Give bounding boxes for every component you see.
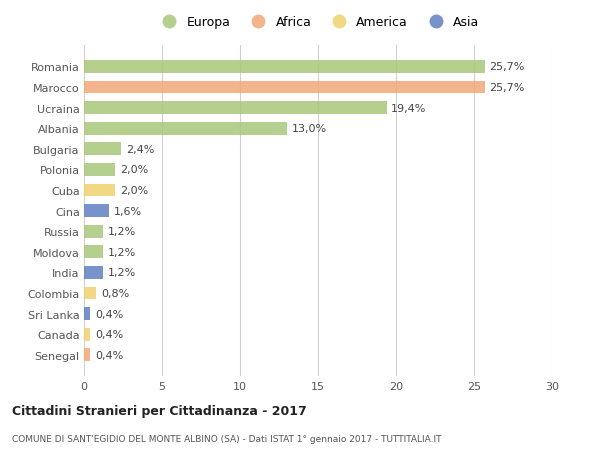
Bar — [84, 81, 485, 94]
Bar — [84, 61, 485, 73]
Legend: Europa, Africa, America, Asia: Europa, Africa, America, Asia — [153, 12, 483, 33]
Text: 13,0%: 13,0% — [292, 124, 326, 134]
Bar — [84, 266, 103, 279]
Bar — [84, 123, 287, 135]
Bar — [84, 184, 115, 197]
Bar — [84, 143, 121, 156]
Bar — [84, 102, 386, 115]
Text: 2,0%: 2,0% — [120, 185, 148, 196]
Text: COMUNE DI SANT'EGIDIO DEL MONTE ALBINO (SA) - Dati ISTAT 1° gennaio 2017 - TUTTI: COMUNE DI SANT'EGIDIO DEL MONTE ALBINO (… — [12, 434, 442, 443]
Text: Cittadini Stranieri per Cittadinanza - 2017: Cittadini Stranieri per Cittadinanza - 2… — [12, 404, 307, 417]
Text: 0,4%: 0,4% — [95, 350, 123, 360]
Bar — [84, 205, 109, 218]
Bar — [84, 328, 90, 341]
Bar — [84, 308, 90, 320]
Text: 25,7%: 25,7% — [490, 83, 525, 93]
Text: 0,8%: 0,8% — [101, 288, 130, 298]
Text: 2,4%: 2,4% — [126, 145, 154, 155]
Text: 0,4%: 0,4% — [95, 330, 123, 339]
Text: 1,2%: 1,2% — [107, 247, 136, 257]
Text: 0,4%: 0,4% — [95, 309, 123, 319]
Bar — [84, 164, 115, 176]
Bar — [84, 349, 90, 361]
Bar — [84, 225, 103, 238]
Text: 2,0%: 2,0% — [120, 165, 148, 175]
Text: 25,7%: 25,7% — [490, 62, 525, 72]
Bar — [84, 246, 103, 258]
Text: 1,2%: 1,2% — [107, 227, 136, 237]
Text: 19,4%: 19,4% — [391, 103, 427, 113]
Text: 1,6%: 1,6% — [113, 206, 142, 216]
Text: 1,2%: 1,2% — [107, 268, 136, 278]
Bar — [84, 287, 97, 300]
